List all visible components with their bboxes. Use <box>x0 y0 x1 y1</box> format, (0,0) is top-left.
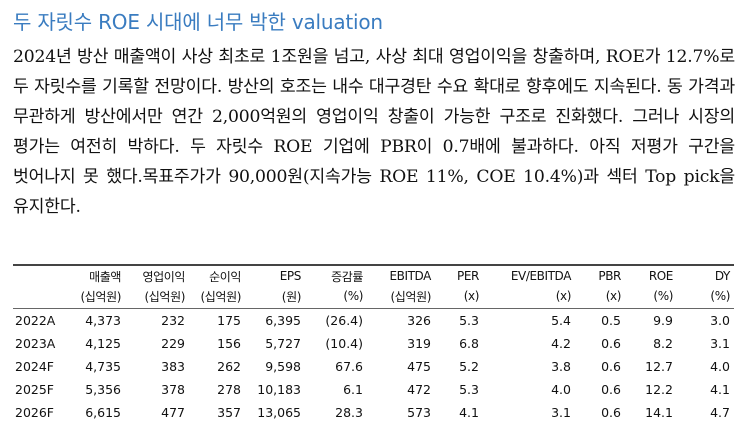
table-row: 2025F 5,356 378 278 10,183 6.1 472 5.3 4… <box>13 378 734 401</box>
table-row: 2022A 4,373 232 175 6,395 (26.4) 326 5.3… <box>13 306 734 332</box>
table-cell: 6,395 <box>265 313 301 328</box>
unit-cell: (x) <box>605 289 622 303</box>
table-cell: 5,727 <box>265 336 301 351</box>
year-cell: 2024F <box>15 359 55 374</box>
year-cell: 2026F <box>15 405 55 420</box>
headline: 두 자릿수 ROE 시대에 너무 박한 valuation <box>13 10 383 34</box>
table-cell: 9.9 <box>653 313 673 328</box>
table-cell: 3.1 <box>710 336 730 351</box>
header-roe: ROE <box>648 269 674 283</box>
table-cell: 0.6 <box>601 382 621 397</box>
table-row: 2023A 4,125 229 156 5,727 (10.4) 319 6.8… <box>13 332 734 355</box>
unit-cell: (원) <box>281 289 302 304</box>
table-cell: 472 <box>407 382 431 397</box>
table-cell: 12.2 <box>645 382 673 397</box>
header-net-profit: 순이익 <box>209 269 241 284</box>
table-header-row-1: 매출액 영업이익 순이익 EPS 증감률 EBITDA PER EV/EBITD… <box>13 266 734 286</box>
table-cell: 5.4 <box>551 313 571 328</box>
table-cell: 5,356 <box>85 382 121 397</box>
table-cell: 67.6 <box>335 359 363 374</box>
body-paragraph: 2024년 방산 매출액이 사상 최초로 1조원을 넘고, 사상 최대 영업이익… <box>13 47 735 217</box>
header-operating-profit: 영업이익 <box>142 269 185 284</box>
table-top-rule <box>13 264 734 266</box>
table-cell: 3.0 <box>710 313 730 328</box>
table-cell: 357 <box>217 405 241 420</box>
table-cell: 0.6 <box>601 405 621 420</box>
unit-cell: (십억원) <box>390 289 432 304</box>
table-cell: 4.1 <box>459 405 479 420</box>
table-cell: 28.3 <box>335 405 363 420</box>
year-cell: 2025F <box>15 382 55 397</box>
table-cell: 8.2 <box>653 336 673 351</box>
header-dy: DY <box>714 269 731 283</box>
table-cell: 573 <box>407 405 431 420</box>
table-cell: 12.7 <box>645 359 673 374</box>
table-cell: 326 <box>407 313 431 328</box>
table-cell: 156 <box>217 336 241 351</box>
table-cell: 5.2 <box>459 359 479 374</box>
table-cell: 0.6 <box>601 336 621 351</box>
table-cell: 262 <box>217 359 241 374</box>
table-cell: 3.1 <box>551 405 571 420</box>
table-cell: 14.1 <box>645 405 673 420</box>
table-cell: 6.1 <box>343 382 363 397</box>
header-cell <box>13 266 65 286</box>
table-cell: 232 <box>161 313 185 328</box>
table-cell: 475 <box>407 359 431 374</box>
table-row: 2024F 4,735 383 262 9,598 67.6 475 5.2 3… <box>13 355 734 378</box>
table-header-rule <box>13 308 734 309</box>
table-cell: 4,125 <box>85 336 121 351</box>
header-growth: 증감률 <box>331 269 363 284</box>
unit-cell: (%) <box>653 289 673 303</box>
table-cell: 5.3 <box>459 313 479 328</box>
header-eps: EPS <box>279 269 302 283</box>
table-cell: 378 <box>161 382 185 397</box>
header-per: PER <box>457 269 479 283</box>
table-row: 2026F 6,615 477 357 13,065 28.3 573 4.1 … <box>13 401 734 424</box>
table-cell: 9,598 <box>265 359 301 374</box>
table-cell: 4,373 <box>85 313 121 328</box>
unit-cell: (x) <box>463 289 480 303</box>
year-cell: 2023A <box>15 336 56 351</box>
unit-cell: (x) <box>555 289 572 303</box>
header-ev-ebitda: EV/EBITDA <box>510 269 572 283</box>
header-ebitda: EBITDA <box>389 269 431 283</box>
table-cell: (10.4) <box>325 336 363 351</box>
table-cell: 175 <box>217 313 241 328</box>
table-cell: 278 <box>217 382 241 397</box>
table-cell: 4,735 <box>85 359 121 374</box>
table-cell: (26.4) <box>325 313 363 328</box>
unit-cell: (십억원) <box>144 289 186 304</box>
table-cell: 0.6 <box>601 359 621 374</box>
table-cell: 319 <box>407 336 431 351</box>
financial-table: 매출액 영업이익 순이익 EPS 증감률 EBITDA PER EV/EBITD… <box>13 266 734 424</box>
unit-cell <box>13 286 65 306</box>
table-cell: 477 <box>161 405 185 420</box>
table-cell: 4.2 <box>551 336 571 351</box>
table-cell: 383 <box>161 359 185 374</box>
table-cell: 4.7 <box>710 405 730 420</box>
table-header-row-2: (십억원) (십억원) (십억원) (원) (%) (십억원) (x) (x) … <box>13 286 734 306</box>
table-cell: 13,065 <box>257 405 301 420</box>
unit-cell: (%) <box>710 289 730 303</box>
unit-cell: (%) <box>343 289 363 303</box>
table-cell: 6.8 <box>459 336 479 351</box>
table-cell: 6,615 <box>85 405 121 420</box>
table-cell: 4.0 <box>551 382 571 397</box>
header-sales: 매출액 <box>89 269 121 284</box>
table-cell: 4.1 <box>710 382 730 397</box>
table-cell: 3.8 <box>551 359 571 374</box>
unit-cell: (십억원) <box>80 289 122 304</box>
table-cell: 10,183 <box>257 382 301 397</box>
table-cell: 229 <box>161 336 185 351</box>
table-cell: 4.0 <box>710 359 730 374</box>
year-cell: 2022A <box>15 313 56 328</box>
table-cell: 0.5 <box>601 313 621 328</box>
table-cell: 5.3 <box>459 382 479 397</box>
header-pbr: PBR <box>598 269 621 283</box>
unit-cell: (십억원) <box>200 289 242 304</box>
